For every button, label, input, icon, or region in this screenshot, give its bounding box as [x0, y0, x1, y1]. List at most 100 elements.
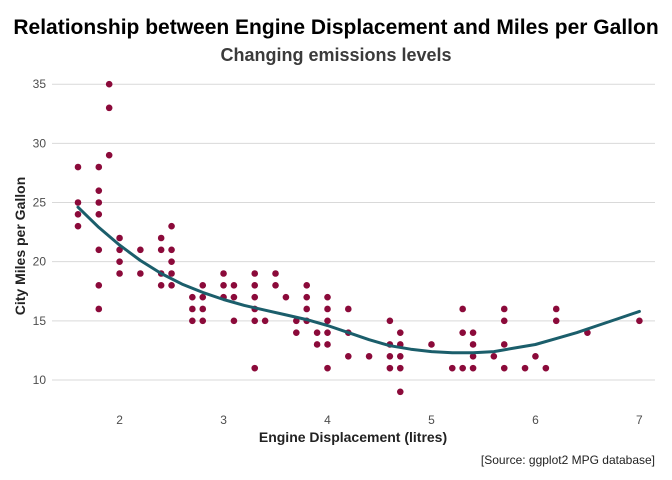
- data-point: [293, 317, 300, 325]
- data-point: [345, 353, 352, 360]
- data-point: [324, 317, 331, 325]
- data-point: [313, 341, 321, 348]
- data-point: [199, 282, 207, 289]
- x-tick-label: 4: [324, 413, 331, 427]
- data-point: [95, 163, 103, 171]
- data-point: [168, 258, 175, 265]
- data-point: [168, 270, 175, 277]
- data-point: [116, 246, 123, 254]
- data-point: [189, 305, 196, 313]
- data-point: [199, 317, 207, 325]
- data-point: [324, 341, 331, 348]
- y-axis-title: City Miles per Gallon: [12, 177, 28, 315]
- data-point: [386, 317, 394, 325]
- x-tick-label: 5: [428, 413, 435, 427]
- y-tick-label: 30: [33, 136, 47, 150]
- data-point: [303, 293, 311, 301]
- y-tick-label: 25: [33, 196, 47, 210]
- data-point: [500, 341, 508, 348]
- data-point: [396, 329, 404, 336]
- data-point: [469, 329, 477, 336]
- data-point: [459, 329, 466, 336]
- data-point: [282, 293, 290, 301]
- data-point: [261, 317, 269, 325]
- data-point: [157, 246, 165, 254]
- data-point: [396, 364, 404, 372]
- y-tick-label: 15: [33, 314, 47, 328]
- chart-caption: [Source: ggplot2 MPG database]: [481, 453, 655, 467]
- data-point: [137, 270, 144, 277]
- data-point: [386, 353, 394, 360]
- data-point: [105, 151, 113, 159]
- data-point: [74, 163, 82, 171]
- y-gridlines: [52, 83, 655, 381]
- data-point: [168, 246, 175, 254]
- data-point: [469, 341, 477, 348]
- data-point: [396, 353, 404, 360]
- data-point: [168, 282, 175, 289]
- x-axis-ticks: 2 3 4 5 6 7: [116, 413, 643, 427]
- data-point: [95, 246, 103, 254]
- data-point: [324, 305, 331, 313]
- data-point: [272, 282, 279, 289]
- data-point: [448, 364, 456, 372]
- data-point: [552, 305, 560, 313]
- data-point: [532, 353, 539, 360]
- scatter-points: [74, 80, 643, 396]
- trend-line: [76, 205, 641, 355]
- data-point: [230, 293, 238, 301]
- data-point: [386, 364, 394, 372]
- chart-title: Relationship between Engine Displacement…: [13, 16, 658, 39]
- y-tick-label: 20: [33, 255, 47, 269]
- data-point: [469, 364, 477, 372]
- data-point: [272, 270, 279, 277]
- data-point: [157, 234, 165, 242]
- data-point: [636, 317, 643, 325]
- data-point: [251, 270, 259, 277]
- y-tick-label: 10: [33, 373, 47, 387]
- data-point: [396, 388, 404, 396]
- data-point: [105, 104, 113, 112]
- data-point: [251, 317, 259, 325]
- data-point: [521, 364, 529, 372]
- data-point: [199, 305, 207, 313]
- data-point: [324, 329, 331, 336]
- data-point: [500, 317, 508, 325]
- data-point: [324, 293, 331, 301]
- data-point: [230, 317, 238, 325]
- data-point: [137, 246, 144, 254]
- data-point: [95, 199, 103, 206]
- data-point: [552, 317, 560, 325]
- data-point: [324, 364, 331, 372]
- data-point: [74, 222, 82, 230]
- data-point: [168, 222, 175, 230]
- data-point: [542, 364, 550, 372]
- data-point: [365, 353, 373, 360]
- x-tick-label: 2: [116, 413, 123, 427]
- data-point: [303, 282, 311, 289]
- data-point: [459, 305, 466, 313]
- data-point: [189, 317, 196, 325]
- data-point: [95, 282, 103, 289]
- data-point: [500, 364, 508, 372]
- data-point: [95, 187, 103, 194]
- chart-subtitle: Changing emissions levels: [220, 45, 451, 65]
- data-point: [428, 341, 435, 348]
- data-point: [345, 305, 352, 313]
- data-point: [230, 282, 238, 289]
- data-point: [459, 364, 466, 372]
- y-axis-ticks: 10 15 20 25 30 35: [33, 77, 47, 387]
- data-point: [116, 270, 123, 277]
- data-point: [251, 364, 259, 372]
- data-point: [157, 282, 165, 289]
- data-point: [95, 211, 103, 218]
- y-tick-label: 35: [33, 77, 47, 91]
- data-point: [116, 258, 123, 265]
- data-point: [116, 234, 123, 242]
- x-tick-label: 6: [532, 413, 539, 427]
- data-point: [220, 282, 227, 289]
- data-point: [74, 211, 82, 218]
- data-point: [251, 282, 259, 289]
- data-point: [74, 199, 82, 206]
